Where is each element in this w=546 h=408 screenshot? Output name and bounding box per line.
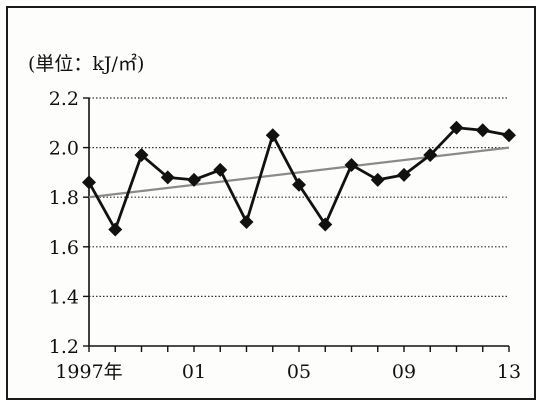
data-point-marker	[213, 162, 228, 177]
data-point-marker	[449, 120, 464, 135]
data-point-marker	[292, 177, 306, 192]
trend-line-path	[88, 146, 510, 199]
y-tick-label: 1.2	[49, 336, 79, 358]
data-point-marker	[423, 148, 438, 163]
data-point-marker	[239, 215, 254, 229]
grid-lines	[89, 97, 509, 297]
data-point-marker	[318, 217, 333, 232]
data-point-marker	[397, 167, 411, 182]
y-tick-label: 1.8	[49, 187, 79, 209]
data-point-marker	[265, 128, 280, 143]
data-point-marker	[187, 172, 201, 187]
y-tick-label: 1.4	[49, 286, 79, 308]
data-point-marker	[108, 222, 123, 237]
x-tick-label: 05	[287, 361, 311, 383]
data-point-marker	[82, 175, 96, 190]
data-point-marker	[370, 172, 385, 187]
x-tick-label: 13	[497, 361, 521, 383]
trend-line	[88, 146, 510, 199]
chart-frame	[6, 6, 536, 400]
x-tick-labels: 1997年 01 05 09 13	[55, 361, 521, 383]
x-tick-label: 01	[182, 361, 206, 383]
data-point-marker	[160, 170, 175, 185]
data-point-marker	[134, 148, 149, 163]
unit-label: (単位：kJ/㎡)	[28, 52, 144, 75]
x-tick-label: 1997年	[55, 361, 122, 383]
y-tick-label: 2.0	[49, 138, 79, 160]
y-tick-labels: 1.2 1.4 1.6 1.8 2.0 2.2	[49, 88, 79, 358]
data-point-marker	[475, 123, 490, 138]
data-point-marker	[502, 128, 516, 143]
data-series	[82, 120, 516, 237]
y-tick-label: 2.2	[49, 88, 79, 110]
y-tick-label: 1.6	[49, 237, 79, 259]
data-point-marker	[344, 157, 359, 172]
x-tick-label: 09	[392, 361, 416, 383]
axes	[83, 97, 510, 352]
